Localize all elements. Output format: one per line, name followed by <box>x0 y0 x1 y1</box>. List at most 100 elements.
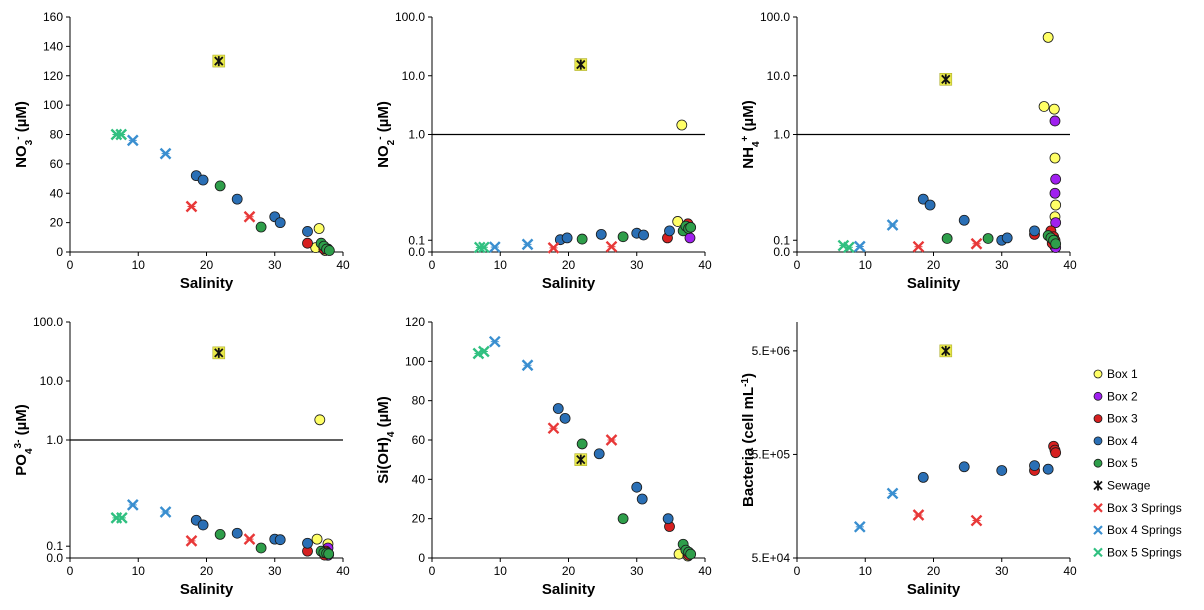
legend-marker <box>1093 458 1103 468</box>
legend-marker <box>1093 369 1103 379</box>
x-axis-label: Salinity <box>907 581 961 598</box>
x-tick-label: 30 <box>630 258 644 272</box>
x-tick-label: 30 <box>630 564 644 578</box>
legend-marker <box>1093 480 1103 491</box>
data-point-box4-springs <box>126 134 139 147</box>
data-point-box1 <box>1050 199 1062 211</box>
x-tick-label: 10 <box>859 564 873 578</box>
data-point-box3-springs <box>605 240 618 253</box>
data-point-box4 <box>924 199 936 211</box>
y-axis-label: Si(OH)4 (µM) <box>375 396 397 484</box>
y-tick-label: 1.0 <box>773 128 790 142</box>
legend-label: Box 5 Springs <box>1107 545 1182 559</box>
data-point-box4 <box>231 527 243 539</box>
data-point-box4 <box>917 472 929 483</box>
legend-label: Box 5 <box>1107 456 1138 470</box>
x-tick-label: 40 <box>698 564 712 578</box>
x-axis-label: Salinity <box>907 275 961 292</box>
x-tick-label: 10 <box>132 258 146 272</box>
y-tick-label: 5.E+05 <box>752 447 791 461</box>
y-tick-label: 5.E+04 <box>752 551 791 565</box>
x-axis-label: Salinity <box>542 275 596 292</box>
legend-marker <box>1093 414 1103 424</box>
y-tick-label: 0.1 <box>46 539 63 553</box>
x-tick-label: 0 <box>429 258 436 272</box>
data-point-box4 <box>638 229 649 241</box>
data-point-box4-springs <box>159 147 172 160</box>
data-point-box5 <box>323 548 335 560</box>
data-point-sewage <box>574 453 588 466</box>
data-point-box4 <box>958 461 970 473</box>
data-point-box5-springs <box>116 512 128 524</box>
data-point-box1 <box>1048 103 1060 115</box>
chart-panel-2: 0.00.1 1.0 10.0 100.0 0 10 20 30 40 Salinity NO2- … <box>375 10 712 292</box>
data-point-box5 <box>214 180 226 192</box>
data-point-box5 <box>255 221 267 233</box>
data-point-box4-springs <box>521 238 534 251</box>
y-tick-label: 0.0 <box>408 245 425 259</box>
y-tick-label: 0.0 <box>46 551 63 565</box>
data-point-box4 <box>231 193 243 205</box>
y-tick-label: 100.0 <box>760 10 790 24</box>
data-point-box5-springs <box>843 241 855 254</box>
legend-item-box2: Box 2 <box>1093 389 1138 403</box>
x-tick-label: 40 <box>1063 564 1077 578</box>
x-tick-label: 10 <box>859 258 873 272</box>
y-tick-label: 0 <box>418 551 425 565</box>
x-tick-label: 30 <box>268 258 282 272</box>
data-point-box5 <box>617 231 629 243</box>
data-point-box5 <box>576 233 588 245</box>
x-tick-label: 10 <box>494 564 508 578</box>
data-point-box4 <box>958 214 970 226</box>
y-axis-label: NH4+ (µM) <box>740 100 762 168</box>
data-point-sewage <box>939 344 953 358</box>
x-tick-label: 0 <box>794 258 801 272</box>
data-point-box1 <box>313 223 325 234</box>
y-tick-label: 60 <box>412 433 426 447</box>
data-point-box4 <box>552 403 564 414</box>
data-point-box5 <box>214 529 226 540</box>
x-tick-label: 20 <box>927 564 941 578</box>
x-tick-label: 40 <box>336 564 350 578</box>
chart-panel-4: 0.00.1 1.0 10.0 100.0 0 10 20 30 40 Salinity PO43-… <box>13 315 350 598</box>
data-point-box1 <box>1049 152 1061 164</box>
y-axis-label: PO43- (µM) <box>13 404 35 475</box>
data-point-box4 <box>664 225 675 237</box>
legend-marker <box>1093 525 1103 535</box>
y-tick-label: 80 <box>50 128 64 142</box>
y-axis-label: NO2- (µM) <box>375 101 397 168</box>
data-point-box4-springs <box>126 499 139 511</box>
data-point-box3-springs <box>547 242 560 254</box>
data-point-box4 <box>1001 232 1013 244</box>
data-point-box5 <box>617 513 629 525</box>
legend-marker <box>1093 391 1103 401</box>
legend-label: Sewage <box>1107 479 1151 493</box>
y-tick-label: 120 <box>405 315 425 329</box>
data-point-box3-springs <box>912 240 925 253</box>
y-tick-label: 20 <box>412 512 426 526</box>
data-point-box5-springs <box>115 128 128 141</box>
data-point-box4 <box>197 174 209 186</box>
data-point-box3-springs <box>243 533 256 545</box>
data-point-box4 <box>996 465 1008 476</box>
data-point-box5 <box>255 542 267 554</box>
data-point-box4 <box>917 193 929 205</box>
y-tick-label: 0.1 <box>408 233 425 247</box>
data-point-box2 <box>1049 187 1061 199</box>
data-point-box3-springs <box>970 237 983 250</box>
x-tick-label: 10 <box>494 258 508 272</box>
data-point-box4 <box>636 493 648 505</box>
y-tick-label: 140 <box>43 39 63 53</box>
data-point-box4 <box>274 534 286 546</box>
y-axis-label: Bacteria (cell mL-1) <box>740 373 758 507</box>
data-point-box3-springs <box>547 422 560 435</box>
x-tick-label: 20 <box>562 258 576 272</box>
legend-item-box3-springs: Box 3 Springs <box>1093 501 1182 515</box>
x-tick-label: 0 <box>794 564 801 578</box>
y-tick-label: 10.0 <box>767 69 791 83</box>
data-point-box4-springs <box>488 241 501 253</box>
y-tick-label: 5.E+06 <box>752 344 791 358</box>
y-tick-label: 1.0 <box>46 433 63 447</box>
data-point-sewage <box>212 54 226 68</box>
